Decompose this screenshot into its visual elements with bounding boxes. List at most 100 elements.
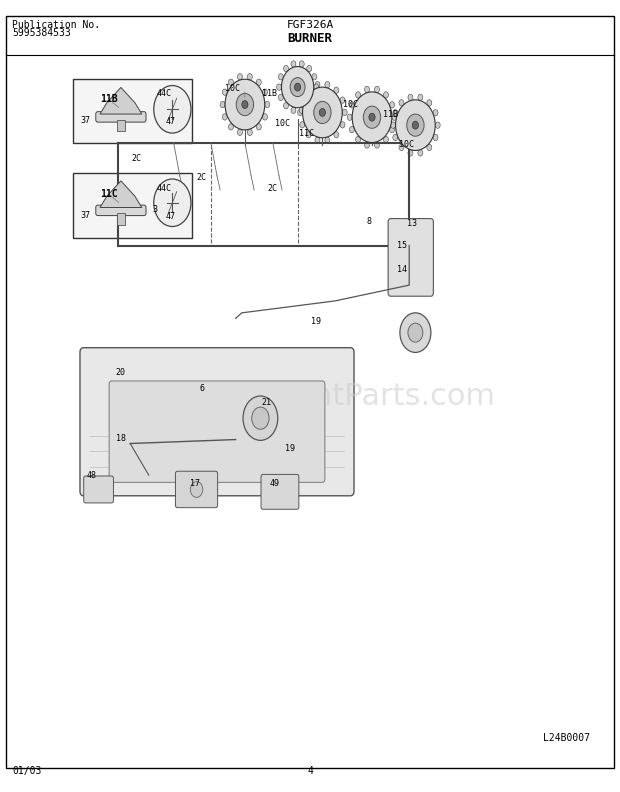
Circle shape <box>408 323 423 342</box>
Text: 13: 13 <box>407 219 417 228</box>
Circle shape <box>265 101 270 108</box>
Text: 5995384533: 5995384533 <box>12 28 71 38</box>
Circle shape <box>334 87 339 93</box>
Text: eReplacementParts.com: eReplacementParts.com <box>125 382 495 410</box>
Circle shape <box>278 94 283 101</box>
Text: 37: 37 <box>81 211 91 220</box>
Circle shape <box>306 87 311 93</box>
Circle shape <box>396 100 435 150</box>
Circle shape <box>392 114 397 120</box>
Circle shape <box>220 101 225 108</box>
Circle shape <box>312 94 317 101</box>
Circle shape <box>307 66 312 72</box>
Circle shape <box>433 135 438 141</box>
Circle shape <box>299 61 304 67</box>
Circle shape <box>391 122 396 128</box>
Circle shape <box>352 92 392 143</box>
Circle shape <box>247 129 252 135</box>
Text: 6: 6 <box>199 383 204 393</box>
Bar <box>117 213 125 225</box>
Text: 47: 47 <box>166 211 175 221</box>
Circle shape <box>236 93 254 116</box>
Text: FGF326A: FGF326A <box>286 20 334 30</box>
Text: 10C: 10C <box>343 100 358 109</box>
Circle shape <box>262 89 267 95</box>
Text: Publication No.: Publication No. <box>12 20 100 30</box>
Circle shape <box>307 102 312 109</box>
Text: 2C: 2C <box>197 173 206 182</box>
Circle shape <box>399 144 404 150</box>
Text: 44C: 44C <box>157 184 172 193</box>
Circle shape <box>427 100 432 106</box>
Circle shape <box>303 87 342 138</box>
Circle shape <box>408 150 413 156</box>
Text: 8: 8 <box>366 217 371 227</box>
Text: 14: 14 <box>397 265 407 274</box>
Circle shape <box>374 142 379 148</box>
Circle shape <box>393 135 398 141</box>
Circle shape <box>435 122 440 128</box>
Text: 01/03: 01/03 <box>12 766 42 776</box>
Text: 19: 19 <box>285 444 295 453</box>
Circle shape <box>389 127 394 133</box>
Circle shape <box>154 179 191 227</box>
Circle shape <box>418 150 423 156</box>
Circle shape <box>283 102 288 109</box>
Text: 11C: 11C <box>100 189 117 199</box>
Circle shape <box>400 313 431 352</box>
Circle shape <box>412 121 418 129</box>
Circle shape <box>223 89 228 95</box>
Circle shape <box>365 86 370 93</box>
Circle shape <box>243 396 278 440</box>
Circle shape <box>278 74 283 80</box>
Circle shape <box>418 94 423 101</box>
Circle shape <box>291 107 296 113</box>
Polygon shape <box>100 87 142 114</box>
FancyBboxPatch shape <box>388 219 433 296</box>
FancyBboxPatch shape <box>261 474 299 509</box>
Circle shape <box>389 101 394 108</box>
Text: 17: 17 <box>190 478 200 488</box>
Text: 11B: 11B <box>262 89 277 98</box>
Text: 48: 48 <box>87 470 97 480</box>
Circle shape <box>347 114 352 120</box>
Text: 2C: 2C <box>268 184 278 193</box>
Circle shape <box>356 136 361 143</box>
Circle shape <box>340 97 345 103</box>
Circle shape <box>277 84 281 90</box>
Circle shape <box>315 82 320 88</box>
Circle shape <box>256 124 261 130</box>
Circle shape <box>312 74 317 80</box>
FancyBboxPatch shape <box>109 381 325 482</box>
Circle shape <box>298 109 303 116</box>
Circle shape <box>252 407 269 429</box>
Circle shape <box>299 107 304 113</box>
Text: 4: 4 <box>307 766 313 776</box>
Text: 11B: 11B <box>383 109 398 119</box>
Text: 10C: 10C <box>225 84 240 93</box>
Circle shape <box>340 122 345 128</box>
Polygon shape <box>100 181 142 208</box>
Circle shape <box>190 482 203 497</box>
Bar <box>73 79 192 143</box>
Bar <box>73 173 192 238</box>
Circle shape <box>319 109 326 116</box>
Circle shape <box>225 79 265 130</box>
Circle shape <box>229 79 234 86</box>
Circle shape <box>315 137 320 143</box>
Circle shape <box>242 101 248 109</box>
Text: 10C: 10C <box>399 139 414 149</box>
Circle shape <box>399 100 404 106</box>
Text: 49: 49 <box>270 478 280 488</box>
Circle shape <box>237 129 242 135</box>
Text: 21: 21 <box>262 398 272 407</box>
Circle shape <box>314 101 331 124</box>
Circle shape <box>314 84 319 90</box>
Circle shape <box>383 92 388 98</box>
Text: BURNER: BURNER <box>288 32 332 44</box>
Circle shape <box>223 114 228 120</box>
Text: 20: 20 <box>116 367 126 377</box>
Circle shape <box>407 114 424 136</box>
Circle shape <box>281 67 314 108</box>
Circle shape <box>294 83 301 91</box>
